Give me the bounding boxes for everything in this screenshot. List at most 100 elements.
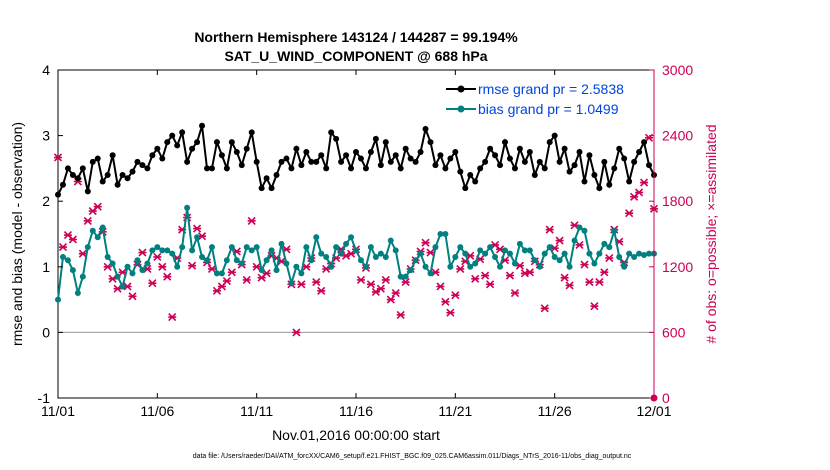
bias-data-point <box>492 253 499 260</box>
y-tick-label: 1 <box>42 259 50 275</box>
y-tick-label: 4 <box>42 62 50 78</box>
bias-data-point <box>601 240 608 247</box>
rmse-data-point <box>84 188 91 195</box>
rmse-data-point <box>427 139 434 146</box>
obs-count-marker <box>356 275 366 284</box>
rmse-data-point <box>99 178 106 185</box>
obs-count-marker <box>505 271 515 280</box>
bias-data-point <box>223 257 230 264</box>
bias-data-point <box>348 234 355 241</box>
bias-data-point <box>89 227 96 234</box>
bias-data-point <box>303 244 310 251</box>
rmse-data-point <box>482 158 489 165</box>
rmse-data-point <box>204 165 210 172</box>
bias-data-point <box>238 260 245 267</box>
y-tick-label: -1 <box>38 390 51 406</box>
bias-data-point <box>596 250 603 257</box>
bias-data-point <box>194 234 201 241</box>
obs-count-marker <box>193 224 202 233</box>
rmse-data-point <box>357 155 364 162</box>
obs-count-marker <box>585 278 594 287</box>
obs-count-marker <box>560 273 569 282</box>
rmse-data-point <box>502 139 508 146</box>
rmse-data-point <box>139 162 146 169</box>
bias-data-point <box>487 244 494 251</box>
bias-data-point <box>502 247 508 254</box>
rmse-data-point <box>59 181 66 188</box>
obs-count-marker <box>575 240 584 249</box>
rmse-data-point <box>134 158 141 165</box>
rmse-data-point <box>268 185 275 192</box>
bias-data-point <box>392 247 399 254</box>
bias-data-point <box>94 234 101 241</box>
rmse-data-point <box>472 178 479 185</box>
rmse-data-point <box>581 178 588 185</box>
bias-data-point <box>104 253 111 260</box>
rmse-data-point <box>576 149 583 155</box>
y-tick-label: 3 <box>42 128 50 144</box>
rmse-data-point <box>591 171 598 178</box>
rmse-data-point <box>467 171 474 178</box>
bias-data-point <box>149 247 156 254</box>
obs-count-marker <box>471 274 480 283</box>
rmse-data-point <box>492 152 499 159</box>
bias-data-point <box>581 227 588 234</box>
bias-data-point <box>362 263 369 270</box>
obs-count-marker <box>426 248 435 257</box>
rmse-data-point <box>412 158 419 165</box>
obs-count-marker <box>451 291 460 300</box>
bias-data-point <box>511 260 518 267</box>
bias-data-point <box>417 250 424 257</box>
obs-count-marker <box>590 302 599 311</box>
rmse-data-point <box>164 139 171 146</box>
rmse-data-point <box>293 145 300 152</box>
bias-data-point <box>179 244 186 251</box>
rmse-data-point <box>273 171 280 178</box>
obs-count-marker <box>421 238 430 247</box>
x-tick-label: 12/01 <box>636 403 671 419</box>
bias-data-point <box>328 263 335 270</box>
obs-count-marker <box>510 288 519 298</box>
obs-count-marker <box>376 284 385 293</box>
bias-data-point <box>536 263 543 270</box>
bias-data-point <box>427 270 434 277</box>
obs-count-marker <box>292 328 301 337</box>
bias-data-point <box>531 257 538 264</box>
rmse-data-point <box>263 175 270 182</box>
rmse-data-point <box>447 155 454 162</box>
rmse-data-point <box>119 171 126 178</box>
bias-data-point <box>561 250 568 257</box>
bias-data-point <box>571 237 578 244</box>
bias-data-point <box>119 283 126 290</box>
bias-data-point <box>55 296 61 303</box>
bias-data-point <box>586 250 593 257</box>
rmse-data-point <box>278 158 285 165</box>
rmse-data-point <box>189 145 196 152</box>
x-tick-label: 11/26 <box>538 403 572 419</box>
rmse-data-point <box>228 139 235 146</box>
rmse-data-point <box>551 132 558 139</box>
obs-count-marker <box>163 272 172 281</box>
rmse-data-point <box>432 162 439 169</box>
rmse-data-point <box>457 168 464 175</box>
y-tick-label: 0 <box>42 324 50 340</box>
bias-data-point <box>298 270 305 277</box>
rmse-data-point <box>477 165 484 172</box>
bias-data-point <box>357 257 364 264</box>
obs-count-marker <box>625 209 634 218</box>
bias-data-point <box>288 280 295 287</box>
obs-count-marker <box>222 276 231 286</box>
rmse-data-point <box>526 149 533 155</box>
obs-count-marker <box>58 243 68 252</box>
obs-count-marker <box>381 275 390 284</box>
x-axis-label: Nov.01,2016 00:00:00 start <box>272 427 440 443</box>
rmse-data-point <box>144 165 151 172</box>
rmse-data-point <box>442 165 449 172</box>
obs-count-marker <box>396 310 405 319</box>
bias-data-point <box>248 247 255 254</box>
bias-data-point <box>382 253 389 260</box>
rmse-data-point <box>129 168 136 175</box>
bias-data-point <box>506 250 513 257</box>
obs-count-marker <box>83 216 92 225</box>
bias-data-point <box>273 267 280 274</box>
